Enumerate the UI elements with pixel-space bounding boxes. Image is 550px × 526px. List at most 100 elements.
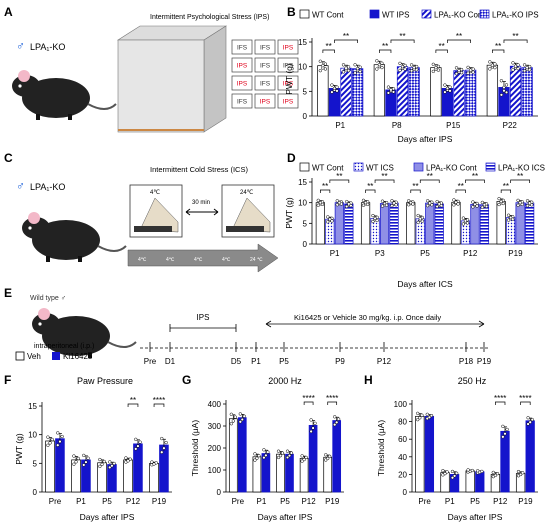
data-point — [128, 457, 132, 461]
x-axis-label: Days after IPS — [258, 512, 313, 522]
data-point — [154, 461, 158, 465]
y-tick-label: 0 — [403, 488, 408, 497]
ics-arrow-label: 4℃ — [222, 257, 231, 263]
data-point — [407, 199, 411, 203]
data-point — [264, 453, 268, 457]
x-tick-label: P19 — [152, 497, 167, 506]
significance-label: ** — [503, 182, 509, 191]
bar — [389, 202, 399, 245]
bar — [453, 70, 465, 117]
data-point — [316, 198, 320, 203]
ips-cell — [231, 75, 253, 91]
significance-bracket — [379, 49, 392, 53]
bar — [430, 67, 442, 117]
data-point — [72, 454, 76, 458]
chart-title: 250 Hz — [458, 376, 487, 386]
legend-label: LPA₁-KO ICS — [498, 164, 545, 173]
data-point — [427, 415, 432, 419]
x-tick-label: P5 — [280, 497, 290, 506]
bar — [525, 202, 535, 245]
data-point — [471, 70, 475, 74]
ips-cell-label: IFS — [283, 63, 294, 70]
data-point — [326, 456, 330, 461]
data-point — [100, 462, 104, 467]
data-point — [525, 199, 530, 203]
timeline: Pre D1 D5 P1 P5 P9 P12 P18 P19 IPS Ki16425 or Vehi… — [140, 313, 492, 366]
data-point — [320, 202, 325, 207]
timeline-label: D5 — [231, 357, 242, 366]
ips-cell — [277, 57, 299, 73]
bar — [475, 471, 485, 493]
data-point — [231, 419, 235, 423]
data-point — [74, 460, 78, 464]
data-point — [461, 216, 466, 220]
stress-title: Intermittent Psychological Stress (IPS) — [150, 14, 269, 21]
data-point — [240, 417, 244, 422]
data-point — [437, 202, 441, 206]
data-point — [459, 71, 464, 75]
y-tick-label: 400 — [208, 400, 222, 409]
significance-label: **** — [153, 396, 165, 405]
ips-cell — [254, 93, 276, 109]
x-tick-label: P5 — [470, 497, 480, 506]
data-point — [253, 452, 257, 456]
significance-bracket — [322, 49, 335, 53]
data-point — [335, 85, 339, 89]
data-point — [452, 474, 457, 478]
data-point — [337, 417, 341, 421]
data-point — [349, 203, 353, 208]
ics-arrow-label: 4℃ — [194, 257, 203, 263]
data-point — [313, 421, 317, 425]
data-point — [60, 434, 64, 439]
mouse-icon — [11, 69, 117, 121]
data-point — [434, 66, 438, 70]
legend-swatch — [299, 162, 310, 172]
data-point — [255, 456, 259, 460]
bar — [486, 64, 499, 117]
significance-label: ** — [326, 42, 332, 51]
bar — [515, 202, 525, 245]
data-point — [358, 65, 362, 69]
data-point — [242, 414, 246, 418]
ips-cell-label: IPS — [283, 45, 294, 52]
bar — [285, 453, 294, 493]
significance-bracket — [465, 179, 485, 183]
bar — [261, 453, 271, 493]
data-point — [426, 199, 430, 203]
data-point — [471, 200, 475, 204]
wild-type-label: Wild type ♂ — [30, 295, 66, 302]
chart-g: G 2000 Hz 0 100 200 300 400 Threshold (μA) Days … — [182, 373, 344, 522]
data-point — [465, 221, 470, 225]
significance-bracket — [374, 179, 395, 183]
data-point — [98, 464, 102, 469]
bar — [315, 202, 325, 245]
significance-label: ** — [495, 42, 501, 51]
data-point — [392, 201, 396, 205]
x-tick-label: P5 — [102, 497, 112, 506]
data-point — [318, 201, 323, 205]
data-point — [394, 203, 398, 207]
data-point — [345, 199, 349, 204]
panel-letter: C — [4, 151, 13, 165]
ips-cell-label: IFS — [260, 81, 271, 88]
significance-bracket — [435, 49, 448, 53]
mouse-icon — [21, 211, 127, 263]
data-point — [108, 465, 112, 470]
data-point — [86, 456, 90, 460]
panel-letter: F — [4, 373, 11, 387]
significance-bracket — [127, 403, 139, 407]
data-point — [409, 69, 414, 73]
bar — [332, 420, 342, 493]
data-point — [363, 201, 368, 205]
bar — [228, 418, 238, 493]
y-tick-label: 0 — [217, 488, 222, 497]
data-point — [466, 71, 470, 75]
y-tick-label: 40 — [398, 453, 407, 462]
x-tick-label: P12 — [463, 249, 478, 258]
panel-letter: G — [182, 373, 191, 387]
bar — [425, 202, 435, 245]
bar — [406, 202, 416, 245]
bar — [521, 67, 533, 117]
data-point — [126, 459, 130, 463]
data-point — [262, 456, 266, 460]
